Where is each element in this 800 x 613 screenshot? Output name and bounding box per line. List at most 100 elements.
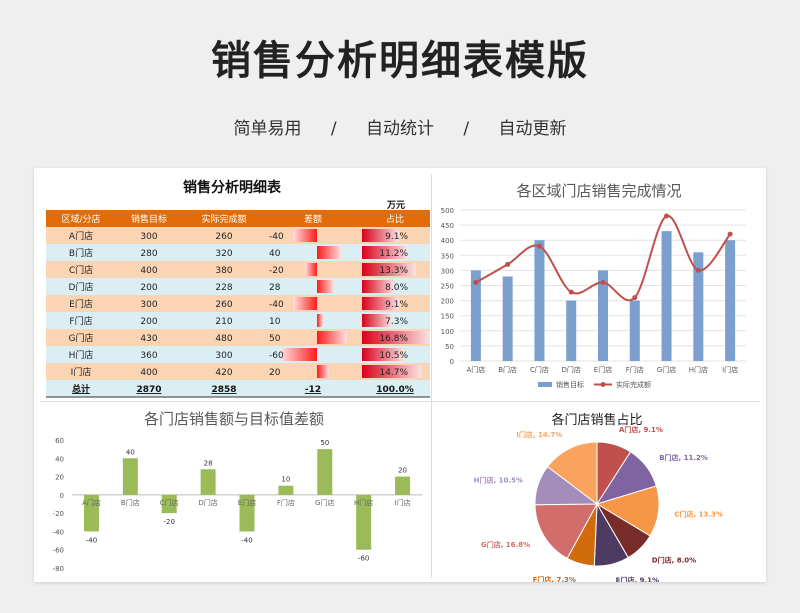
target-bar (470, 270, 481, 361)
x-tick-label: G门店 (315, 498, 334, 507)
store-cell: F门店 (69, 315, 92, 327)
y-tick-label: -40 (53, 528, 64, 536)
y-tick-label: -60 (53, 547, 64, 555)
target-bar (598, 270, 608, 361)
table-row (46, 295, 430, 312)
actual-point (664, 213, 670, 219)
x-tick-label: G门店 (657, 365, 676, 374)
actual-cell: 210 (215, 317, 232, 327)
diff-bar (161, 494, 177, 514)
legend-label: 实际完成额 (616, 380, 651, 389)
x-tick-label: D门店 (198, 498, 217, 507)
y-tick-label: 350 (441, 252, 454, 260)
share-databar (362, 348, 405, 361)
x-tick-label: D门店 (562, 365, 581, 374)
share-databar (362, 314, 392, 327)
slice-label: A门店, 9.1% (619, 425, 663, 434)
actual-point (568, 289, 574, 295)
y-tick-label: 0 (450, 358, 454, 366)
y-tick-label: 150 (441, 313, 454, 321)
share-databar (362, 229, 399, 242)
diff-cell: 40 (269, 249, 281, 259)
share-cell: 7.3% (385, 317, 408, 327)
legend-label: 销售目标 (556, 380, 584, 389)
diff-bar (239, 494, 255, 532)
slice-label: G门店, 16.8% (481, 540, 530, 549)
table-row (46, 261, 430, 278)
x-tick-label: F门店 (277, 498, 295, 507)
diff-cell: -40 (269, 232, 284, 242)
diff-bar (200, 469, 216, 495)
slice-label: D门店, 8.0% (652, 555, 696, 564)
slice-label: H门店, 10.5% (474, 476, 523, 485)
target-cell: 200 (140, 283, 157, 293)
share-databar (362, 365, 422, 378)
combo-chart: 各区域门店销售完成情况 0 50 100 150 200 250 300 350 400 450 50… (441, 182, 746, 389)
y-tick-label: -80 (53, 565, 64, 573)
y-tick-label: 50 (445, 343, 454, 351)
slice-label: E门店, 9.1% (616, 576, 659, 582)
actual-cell: 260 (215, 300, 232, 310)
diff-databar (317, 331, 347, 344)
y-tick-label: 0 (60, 492, 64, 500)
target-bar (725, 240, 736, 361)
y-tick-label: 200 (441, 298, 454, 306)
y-tick-label: 100 (441, 328, 454, 336)
y-tick-label: 300 (441, 267, 454, 275)
x-tick-label: A门店 (466, 365, 485, 374)
diff-cell: 10 (269, 317, 281, 327)
diff-cell: 20 (269, 368, 281, 378)
data-label: 20 (398, 467, 407, 475)
store-cell: H门店 (69, 349, 94, 361)
actual-cell: 260 (215, 232, 232, 242)
data-label: -60 (358, 555, 369, 563)
column-header: 销售目标 (131, 213, 167, 225)
actual-point (536, 243, 542, 249)
diff-cell: -60 (269, 351, 284, 361)
y-tick-label: -20 (53, 510, 64, 518)
target-cell: 430 (140, 334, 157, 344)
total-row (46, 380, 430, 397)
store-cell: D门店 (69, 281, 94, 293)
diff-databar (305, 263, 317, 276)
target-bar (629, 300, 640, 361)
x-tick-label: E门店 (238, 498, 256, 507)
diff-bar (83, 494, 99, 532)
store-cell: C门店 (69, 264, 93, 276)
target-bar (502, 276, 513, 361)
diff-databar (293, 229, 317, 242)
table-row (46, 346, 430, 363)
x-tick-label: F门店 (626, 365, 644, 374)
share-cell: 14.7% (379, 368, 408, 378)
table-title: 销售分析明细表 (183, 179, 282, 196)
table-row (46, 312, 430, 329)
target-cell: 200 (140, 317, 157, 327)
x-tick-label: H门店 (354, 498, 373, 507)
diff-databar (317, 246, 341, 259)
y-tick-label: 400 (441, 237, 454, 245)
data-label: 28 (204, 459, 213, 467)
actual-point (600, 279, 606, 285)
share-databar (362, 280, 395, 293)
feature-tag: 自动更新 (498, 119, 567, 139)
share-cell: 8.0% (385, 283, 408, 293)
slice-label: I门店, 14.7% (516, 430, 562, 439)
total-diff: -12 (305, 385, 321, 395)
share-cell: 9.1% (385, 232, 408, 242)
y-tick-label: 20 (55, 474, 64, 482)
target-cell: 360 (140, 351, 157, 361)
store-cell: E门店 (69, 298, 93, 310)
feature-tag: 自动统计 (366, 119, 434, 139)
spreadsheet-preview: 销售分析明细表 万元 区域/分店 销售目标 实际完成额 差额 占比 A门店 300 260 -40 9… (34, 168, 766, 582)
total-share: 100.0% (376, 385, 414, 395)
share-cell: 11.2% (379, 249, 408, 259)
target-cell: 280 (140, 249, 157, 259)
share-databar (362, 263, 416, 276)
store-cell: A门店 (69, 230, 93, 242)
column-header: 区域/分店 (61, 213, 100, 225)
target-bar (693, 252, 704, 361)
x-tick-label: B门店 (498, 365, 517, 374)
actual-point (727, 231, 733, 237)
diff-bar (356, 494, 372, 550)
